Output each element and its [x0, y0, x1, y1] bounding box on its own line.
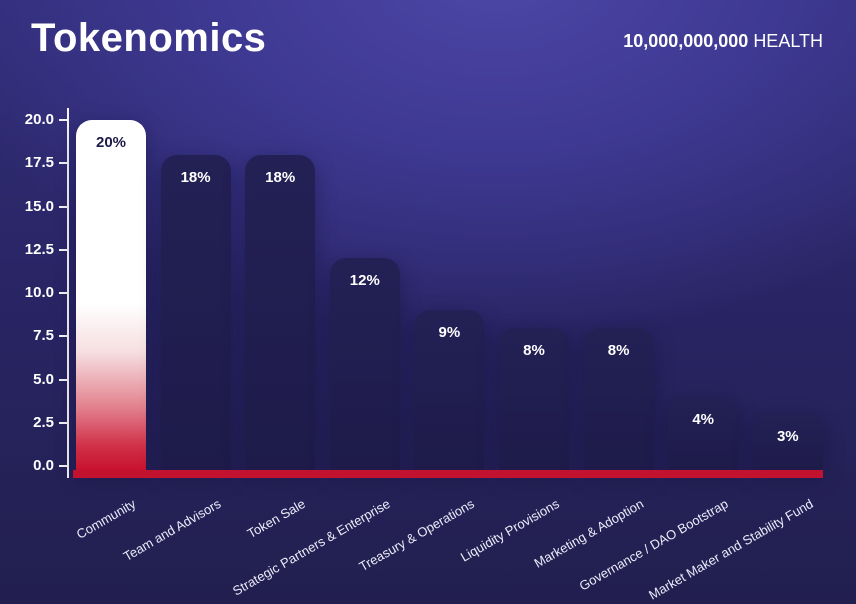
bar-value-label: 18%: [180, 168, 211, 186]
bar: [414, 310, 485, 471]
y-tick-mark: [59, 162, 67, 165]
bar: [76, 120, 146, 471]
baseline: [73, 470, 823, 478]
y-axis-line: [67, 108, 69, 478]
y-tick-label: 2.5: [33, 413, 54, 431]
y-tick-label: 10.0: [24, 284, 54, 301]
y-tick-label: 20.0: [24, 111, 54, 128]
x-category-label: Community: [74, 496, 139, 542]
supply-value: 10,000,000,000: [623, 31, 749, 51]
bar-value-label: 8%: [523, 341, 545, 359]
y-tick-mark: [59, 119, 67, 121]
bar-value-label: 3%: [776, 428, 799, 446]
supply-unit: HEALTH: [753, 31, 823, 51]
y-tick-label: 15.0: [24, 197, 54, 215]
y-tick-label: 0.0: [33, 457, 54, 474]
bar: [329, 258, 400, 471]
bar-value-label: 9%: [438, 324, 461, 342]
y-tick-mark: [59, 335, 67, 338]
bar-value-label: 4%: [692, 410, 715, 428]
x-category-label: Governance / DAO Bootstrap: [576, 496, 731, 594]
total-supply: 10,000,000,000 HEALTH: [623, 31, 823, 52]
x-category-label: Market Maker and Stability Fund: [645, 496, 816, 603]
bar: [752, 414, 823, 471]
bar-value-label: 12%: [349, 272, 380, 290]
y-tick-label: 5.0: [33, 370, 54, 388]
y-tick-label: 12.5: [24, 240, 54, 258]
bar: [160, 154, 231, 471]
x-category-label: Token Sale: [244, 496, 308, 542]
bar: [668, 396, 739, 471]
bar-value-label: 20%: [95, 134, 127, 151]
y-tick-mark: [59, 465, 67, 467]
bar: [245, 154, 316, 471]
bar: [583, 327, 654, 471]
y-tick-label: 17.5: [24, 154, 54, 172]
y-tick-mark: [59, 292, 67, 294]
y-tick-mark: [59, 205, 67, 208]
x-category-label: Strategic Partners & Enterprise: [229, 496, 393, 599]
y-tick-mark: [59, 248, 67, 251]
y-tick-mark: [59, 378, 67, 381]
bar-value-label: 18%: [265, 168, 296, 186]
bar-value-label: 8%: [607, 341, 630, 359]
page-title: Tokenomics: [31, 16, 267, 60]
bar: [499, 327, 569, 471]
y-tick-label: 7.5: [33, 327, 54, 345]
y-tick-mark: [59, 421, 67, 424]
